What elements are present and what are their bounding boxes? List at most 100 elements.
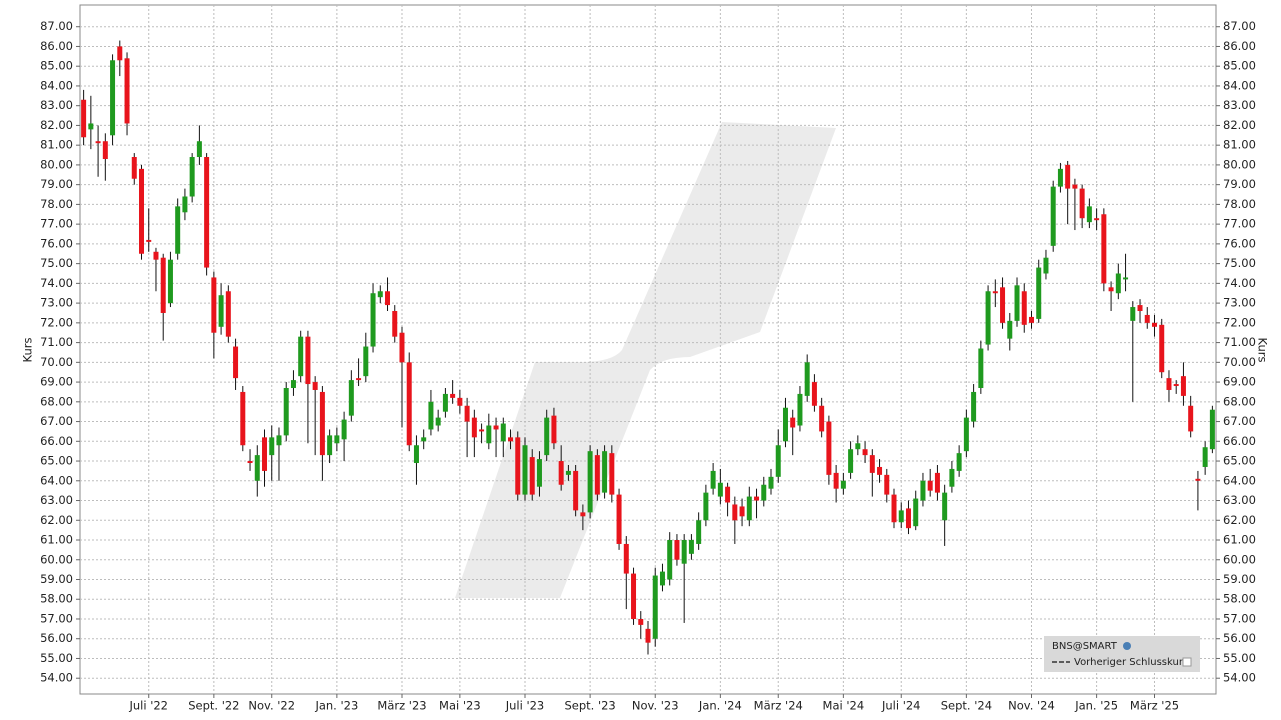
candle-body bbox=[717, 482, 723, 497]
y2-axis-label: Kurs bbox=[1256, 338, 1270, 363]
y-tick-label: 82.00 bbox=[40, 118, 73, 132]
y-tick-label: 54.00 bbox=[40, 671, 73, 685]
candle-body bbox=[1050, 186, 1056, 246]
candle-body bbox=[754, 496, 760, 501]
y2-tick-label: 84.00 bbox=[1223, 78, 1256, 92]
y-tick-label: 74.00 bbox=[40, 276, 73, 290]
candle-body bbox=[529, 457, 535, 495]
y-tick-label: 78.00 bbox=[40, 197, 73, 211]
y2-tick-label: 75.00 bbox=[1223, 256, 1256, 270]
y2-tick-label: 60.00 bbox=[1223, 552, 1256, 566]
y-tick-label: 70.00 bbox=[40, 355, 73, 369]
y2-tick-label: 63.00 bbox=[1223, 493, 1256, 507]
candle-body bbox=[124, 58, 130, 124]
y2-tick-label: 82.00 bbox=[1223, 118, 1256, 132]
y2-tick-label: 85.00 bbox=[1223, 59, 1256, 73]
y-tick-label: 77.00 bbox=[40, 217, 73, 231]
y-tick-label: 71.00 bbox=[40, 335, 73, 349]
candle-body bbox=[500, 423, 506, 442]
candle-body bbox=[877, 466, 883, 475]
candle-body bbox=[81, 99, 87, 138]
x-tick-label: Mai '24 bbox=[823, 699, 865, 713]
candle-body bbox=[963, 417, 969, 452]
candle-body bbox=[667, 540, 673, 580]
candle-body bbox=[160, 257, 166, 313]
y-tick-label: 60.00 bbox=[40, 552, 73, 566]
y-tick-label: 59.00 bbox=[40, 572, 73, 586]
y-tick-label: 73.00 bbox=[40, 296, 73, 310]
candle-body bbox=[826, 421, 832, 475]
candle-body bbox=[435, 417, 441, 426]
candle-body bbox=[739, 506, 745, 517]
candle-body bbox=[522, 445, 528, 495]
candle-body bbox=[927, 480, 933, 491]
candle-body bbox=[594, 455, 600, 495]
y-tick-label: 75.00 bbox=[40, 256, 73, 270]
y-tick-label: 64.00 bbox=[40, 473, 73, 487]
candle-body bbox=[254, 455, 260, 481]
y-tick-label: 80.00 bbox=[40, 157, 73, 171]
candle-body bbox=[1043, 257, 1049, 274]
candle-body bbox=[233, 346, 239, 379]
candle-body bbox=[327, 435, 333, 456]
candle-body bbox=[1028, 316, 1034, 323]
candle-body bbox=[1036, 267, 1042, 319]
candle-body bbox=[457, 397, 463, 406]
candle-body bbox=[1166, 378, 1172, 390]
legend-icon bbox=[1123, 642, 1131, 650]
y-tick-label: 57.00 bbox=[40, 611, 73, 625]
y2-tick-label: 70.00 bbox=[1223, 355, 1256, 369]
candle-body bbox=[240, 391, 246, 446]
candle-body bbox=[558, 461, 564, 485]
candle-body bbox=[746, 496, 752, 521]
candle-body bbox=[674, 540, 680, 560]
candle-body bbox=[1014, 285, 1020, 321]
y2-tick-label: 77.00 bbox=[1223, 217, 1256, 231]
candle-body bbox=[1202, 447, 1208, 467]
y-tick-label: 58.00 bbox=[40, 592, 73, 606]
candle-body bbox=[840, 480, 846, 489]
candle-body bbox=[797, 393, 803, 426]
y-tick-label: 84.00 bbox=[40, 78, 73, 92]
candle-body bbox=[139, 168, 145, 254]
x-tick-label: Juli '23 bbox=[505, 699, 545, 713]
candle-body bbox=[319, 391, 325, 456]
legend-checkbox[interactable] bbox=[1182, 657, 1192, 667]
candle-body bbox=[348, 380, 354, 416]
candle-body bbox=[681, 540, 687, 564]
candle-body bbox=[992, 291, 998, 294]
candle-body bbox=[1007, 320, 1013, 339]
candle-body bbox=[725, 486, 731, 503]
candle-body bbox=[225, 291, 231, 337]
y2-tick-label: 80.00 bbox=[1223, 157, 1256, 171]
candle-body bbox=[659, 571, 665, 586]
candle-body bbox=[428, 401, 434, 430]
candle-body bbox=[848, 449, 854, 473]
candle-body bbox=[573, 470, 579, 511]
candle-body bbox=[117, 46, 123, 61]
candle-body bbox=[276, 435, 282, 446]
y2-tick-label: 83.00 bbox=[1223, 98, 1256, 112]
candle-body bbox=[580, 512, 586, 517]
y2-tick-label: 54.00 bbox=[1223, 671, 1256, 685]
y2-tick-label: 56.00 bbox=[1223, 631, 1256, 645]
candle-body bbox=[638, 618, 644, 625]
candle-body bbox=[536, 459, 542, 487]
candle-body bbox=[1137, 305, 1143, 312]
candle-body bbox=[189, 157, 195, 197]
y-tick-label: 63.00 bbox=[40, 493, 73, 507]
candle-body bbox=[515, 437, 521, 495]
y2-tick-label: 55.00 bbox=[1223, 651, 1256, 665]
candle-body bbox=[1123, 277, 1129, 280]
candle-body bbox=[356, 378, 362, 381]
y2-tick-label: 65.00 bbox=[1223, 454, 1256, 468]
candle-body bbox=[486, 425, 492, 444]
y2-tick-label: 74.00 bbox=[1223, 276, 1256, 290]
candle-body bbox=[1130, 307, 1136, 321]
candle-body bbox=[732, 504, 738, 521]
y-tick-label: 86.00 bbox=[40, 39, 73, 53]
candle-body bbox=[934, 472, 940, 493]
candle-body bbox=[262, 437, 268, 471]
candle-body bbox=[703, 492, 709, 521]
